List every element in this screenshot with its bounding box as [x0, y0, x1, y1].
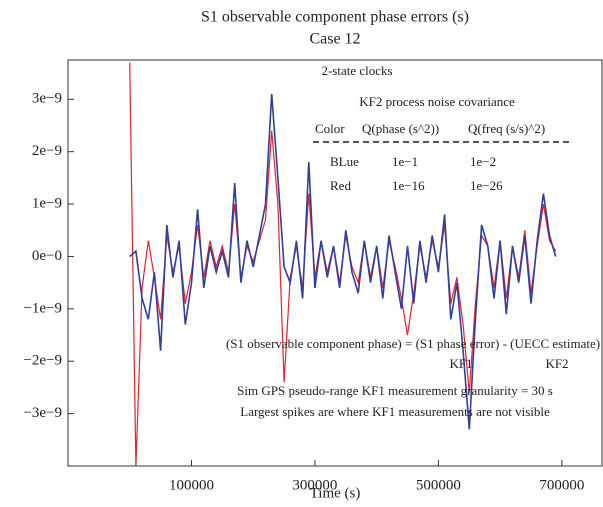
- plot-lines: [129, 62, 557, 466]
- annotation: Q(freq (s/s)^2): [468, 121, 545, 136]
- annotation: Q(phase (s^2)): [362, 121, 439, 136]
- annotation: Color: [315, 121, 345, 136]
- annotation: KF1: [449, 356, 472, 371]
- plot-frame: [67, 59, 603, 467]
- x-tick-label: 300000: [292, 477, 337, 493]
- annotation: Largest spikes are where KF1 measurement…: [240, 404, 550, 419]
- series-line: [129, 94, 557, 430]
- y-tick-label: 1e−9: [32, 196, 62, 212]
- annotation: KF2: [545, 356, 568, 371]
- y-tick-label: −1e−9: [23, 300, 62, 316]
- x-tick-label: 100000: [169, 477, 214, 493]
- legend-label: BLue: [330, 154, 359, 169]
- annotation: 1e−16: [392, 178, 425, 193]
- x-tick-label: 700000: [539, 477, 584, 493]
- annotation: 1e−2: [470, 154, 496, 169]
- annotation: 1e−1: [392, 154, 418, 169]
- y-tick-label: −3e−9: [23, 405, 62, 421]
- x-axis-label: Time (s): [310, 485, 361, 501]
- y-tick-label: 2e−9: [32, 143, 62, 159]
- y-tick-label: 0e−0: [32, 248, 62, 264]
- y-tick-label: 3e−9: [32, 91, 62, 107]
- annotation: KF2 process noise covariance: [359, 94, 515, 109]
- annotation: (S1 observable component phase) = (S1 ph…: [226, 336, 600, 351]
- chart-subtitle: Case 12: [309, 31, 360, 48]
- chart-title: S1 observable component phase errors (s): [201, 9, 469, 26]
- x-tick-label: 500000: [416, 477, 461, 493]
- y-tick-label: −2e−9: [23, 353, 62, 369]
- annotation: 2-state clocks: [321, 63, 392, 78]
- annotation: 1e−26: [470, 178, 503, 193]
- annotation: Sim GPS pseudo-range KF1 measurement gra…: [237, 383, 553, 398]
- legend-label: Red: [330, 178, 351, 193]
